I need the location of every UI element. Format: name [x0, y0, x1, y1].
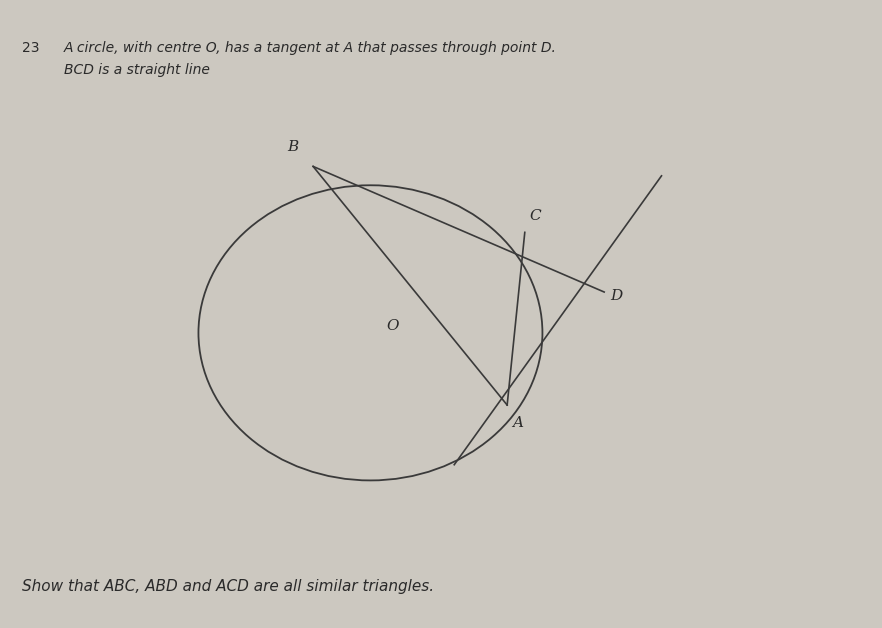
Text: A circle, with centre O, has a tangent at A that passes through point D.: A circle, with centre O, has a tangent a… — [64, 41, 557, 55]
Text: Show that ABC, ABD and ACD are all similar triangles.: Show that ABC, ABD and ACD are all simil… — [22, 579, 434, 594]
Text: B: B — [287, 140, 298, 154]
Text: A: A — [512, 416, 523, 430]
Text: BCD is a straight line: BCD is a straight line — [64, 63, 209, 77]
Text: 23: 23 — [22, 41, 40, 55]
Text: O: O — [386, 319, 399, 333]
Text: C: C — [529, 209, 541, 223]
Text: D: D — [610, 290, 623, 303]
